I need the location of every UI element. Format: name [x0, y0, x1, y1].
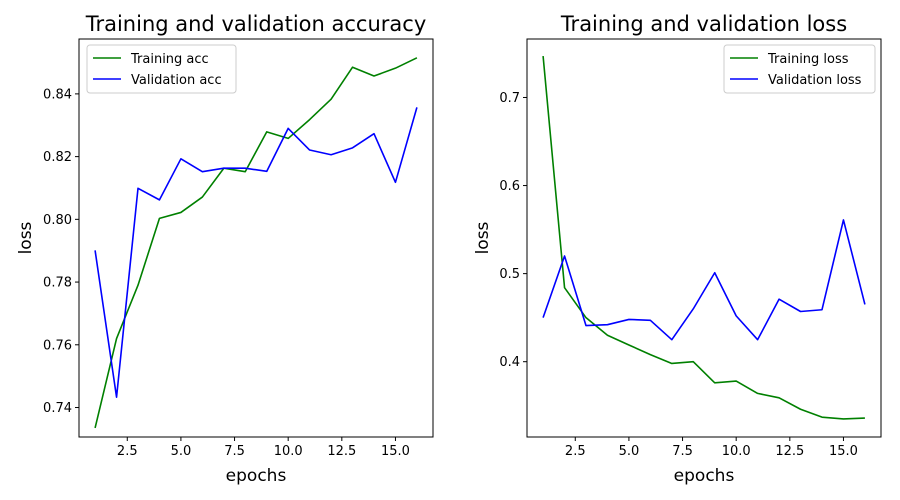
- legend-validation-loss-label: Validation loss: [768, 73, 862, 88]
- loss-x-axis-label: epochs: [674, 466, 735, 486]
- accuracy-plot-frame: [78, 38, 434, 438]
- loss-plot-frame: [526, 38, 882, 438]
- accuracy-x-tick-label: 12.5: [327, 444, 356, 459]
- accuracy-x-axis-label: epochs: [226, 466, 287, 486]
- loss-x-ticks: 2.5 5.0 7.5 10.0 12.5 15.0: [565, 437, 858, 459]
- accuracy-y-axis-label: loss: [16, 221, 36, 254]
- loss-x-tick-label: 15.0: [829, 444, 858, 459]
- loss-y-tick-label: 0.6: [499, 179, 520, 194]
- accuracy-x-tick-label: 15.0: [381, 444, 410, 459]
- series-line-training-loss: [542, 56, 865, 420]
- loss-chart-title: Training and validation loss: [560, 12, 847, 36]
- accuracy-y-tick-label: 0.78: [43, 276, 72, 291]
- loss-y-ticks: 0.4 0.5 0.6 0.7: [499, 91, 527, 370]
- loss-y-axis-label: loss: [473, 221, 493, 254]
- loss-y-tick-label: 0.7: [499, 91, 520, 106]
- loss-x-tick-label: 5.0: [619, 444, 640, 459]
- loss-y-tick-label: 0.4: [499, 355, 520, 370]
- loss-series-lines: [542, 56, 866, 420]
- accuracy-x-tick-label: 10.0: [274, 444, 303, 459]
- accuracy-y-tick-label: 0.80: [43, 213, 72, 228]
- accuracy-chart: 2.5 5.0 7.5 10.0 12.5 15.0 0.740.760.780.800.…: [16, 12, 434, 486]
- accuracy-y-tick-label: 0.82: [43, 150, 72, 165]
- series-line-training-acc: [94, 57, 418, 429]
- legend-training-loss-label: Training loss: [767, 52, 849, 67]
- loss-y-tick-label: 0.5: [499, 267, 520, 282]
- accuracy-legend-box: [86, 44, 237, 94]
- loss-legend-box: [723, 44, 876, 94]
- loss-x-tick-label: 12.5: [775, 444, 804, 459]
- loss-chart: 2.5 5.0 7.5 10.0 12.5 15.0 0.4 0.5 0.6 0.7 Train…: [473, 12, 882, 486]
- series-line-validation-loss: [542, 219, 866, 341]
- accuracy-y-tick-label: 0.76: [43, 338, 72, 353]
- legend-training-acc-label: Training acc: [130, 52, 209, 67]
- accuracy-y-tick-label: 0.84: [43, 87, 72, 102]
- loss-legend: Training loss Validation loss: [723, 44, 876, 94]
- legend-validation-acc-label: Validation acc: [131, 73, 222, 88]
- loss-x-tick-label: 10.0: [722, 444, 751, 459]
- accuracy-series-lines: [94, 57, 418, 429]
- accuracy-x-tick-label: 2.5: [117, 444, 138, 459]
- accuracy-x-ticks: 2.5 5.0 7.5 10.0 12.5 15.0: [117, 437, 410, 459]
- loss-x-tick-label: 7.5: [672, 444, 693, 459]
- accuracy-x-tick-label: 7.5: [224, 444, 245, 459]
- series-line-validation-acc: [94, 107, 418, 398]
- accuracy-y-ticks: 0.74 0.76 0.78 0.80 0.82 0.84: [43, 87, 79, 416]
- accuracy-plot-area: [79, 39, 433, 437]
- accuracy-legend: Training acc Validation acc: [86, 44, 237, 94]
- accuracy-y-tick-label: 0.74: [43, 401, 72, 416]
- loss-x-tick-label: 2.5: [565, 444, 586, 459]
- accuracy-chart-title: Training and validation accuracy: [85, 12, 427, 36]
- loss-plot-area: [527, 39, 881, 437]
- accuracy-x-tick-label: 5.0: [171, 444, 192, 459]
